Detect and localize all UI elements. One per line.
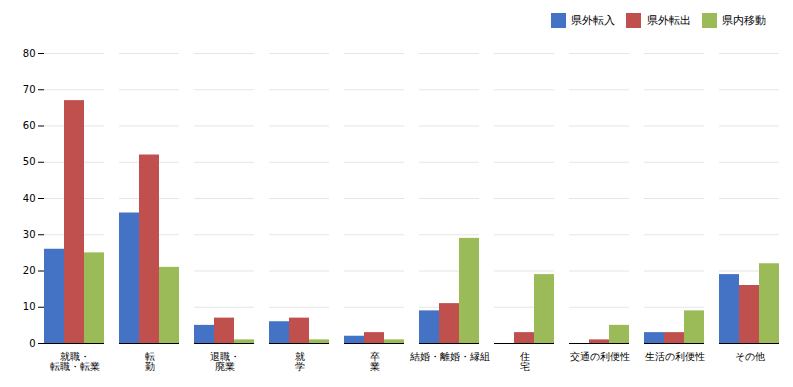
svg-text:0: 0 — [29, 337, 35, 348]
svg-text:70: 70 — [23, 83, 36, 94]
svg-text:20: 20 — [23, 265, 36, 276]
svg-text:転勤: 転勤 — [145, 350, 155, 371]
svg-text:40: 40 — [23, 192, 36, 203]
svg-text:10: 10 — [23, 301, 36, 312]
svg-text:住宅: 住宅 — [520, 350, 530, 371]
svg-text:50: 50 — [23, 156, 36, 167]
svg-text:就学: 就学 — [295, 350, 305, 371]
html-text:県外転出: 県外転出 — [646, 14, 691, 27]
svg-text:結婚・離婚・縁組: 結婚・離婚・縁組 — [409, 350, 490, 361]
svg-text:卒業: 卒業 — [370, 350, 380, 371]
svg-text:80: 80 — [23, 47, 36, 58]
svg-text:30: 30 — [23, 228, 36, 239]
html-text:県内移動: 県内移動 — [722, 14, 766, 27]
svg-text:交通の利便性: 交通の利便性 — [570, 350, 630, 361]
svg-text:就職・転職・転業: 就職・転職・転業 — [50, 350, 100, 371]
html-text:県外転入: 県外転入 — [571, 14, 615, 27]
svg-text:生活の利便性: 生活の利便性 — [645, 350, 705, 361]
svg-text:60: 60 — [23, 120, 36, 131]
svg-text:退職・廃業: 退職・廃業 — [210, 350, 240, 371]
svg-text:その他: その他 — [735, 350, 765, 361]
